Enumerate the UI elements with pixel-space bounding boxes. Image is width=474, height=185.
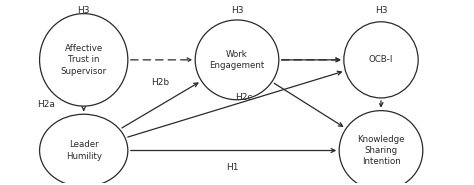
Text: H3: H3 xyxy=(77,6,90,14)
Text: H2c: H2c xyxy=(235,92,253,102)
Text: Knowledge
Sharing
Intention: Knowledge Sharing Intention xyxy=(357,134,405,166)
Text: H2b: H2b xyxy=(151,78,169,87)
Ellipse shape xyxy=(195,20,279,100)
Ellipse shape xyxy=(339,111,423,185)
Text: H2a: H2a xyxy=(37,100,55,109)
Text: H3: H3 xyxy=(375,6,387,14)
Text: Work
Engagement: Work Engagement xyxy=(210,50,264,70)
Text: Leader
Humility: Leader Humility xyxy=(66,140,102,161)
Ellipse shape xyxy=(39,114,128,185)
Text: Affective
Trust in
Supervisor: Affective Trust in Supervisor xyxy=(61,44,107,76)
Ellipse shape xyxy=(39,14,128,106)
Text: OCB-I: OCB-I xyxy=(369,55,393,64)
Ellipse shape xyxy=(344,22,418,98)
Text: H3: H3 xyxy=(231,6,243,14)
Text: H1: H1 xyxy=(226,163,238,172)
